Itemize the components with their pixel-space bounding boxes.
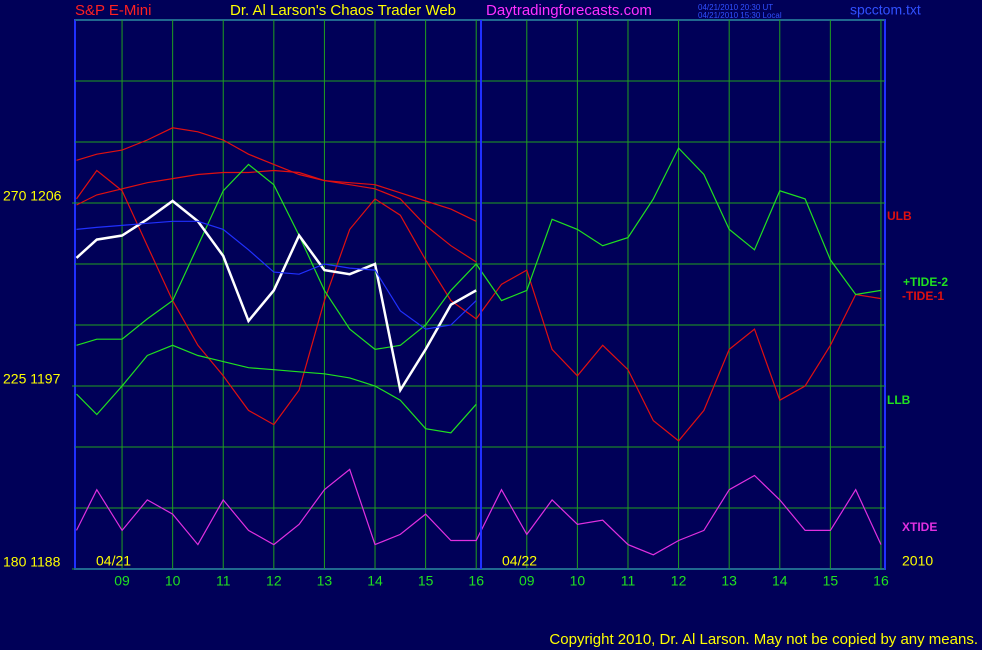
x-tick-label: 11 [216,573,231,589]
date-label: 04/22 [502,553,537,569]
series-line [76,147,882,351]
x-tick-label: 13 [721,573,737,589]
site: Daytradingforecasts.com [486,2,652,19]
x-tick-label: 09 [114,573,130,589]
instrument: S&P E-Mini [75,2,151,19]
x-tick-label: 16 [873,573,889,589]
series-line [76,127,477,222]
timestamp-local: 04/21/2010 15:30 Local [698,11,782,20]
series-label: +TIDE-2 [903,275,948,289]
series-label: LLB [887,393,911,407]
series-line [76,169,477,263]
y-tick-label: 225 1197 [3,371,61,387]
series-label: XTIDE [902,520,937,534]
x-tick-label: 12 [266,573,282,589]
x-tick-label: 14 [772,573,788,589]
x-tick-label: 10 [165,573,181,589]
series-line [76,220,477,330]
x-tick-label: 09 [519,573,535,589]
x-tick-label: 12 [671,573,687,589]
x-tick-label: 14 [367,573,383,589]
series-line [76,344,477,434]
x-tick-label: 11 [621,573,636,589]
y-tick-label: 180 1188 [3,554,61,570]
series-line [75,468,882,556]
date-label: 2010 [902,553,933,569]
y-tick-label: 270 1206 [3,188,62,204]
x-tick-label: 13 [317,573,333,589]
date-label: 04/21 [96,553,131,569]
series-label: -TIDE-1 [902,289,944,303]
x-tick-label: 10 [570,573,586,589]
x-tick-label: 15 [418,573,434,589]
timestamp-ut: 04/21/2010 20:30 UT [698,3,773,12]
file-name: spcctom.txt [850,2,921,18]
x-tick-label: 16 [468,573,484,589]
x-tick-label: 15 [823,573,839,589]
copyright: Copyright 2010, Dr. Al Larson. May not b… [549,631,978,648]
series-line [76,169,882,442]
series-line [75,199,477,394]
header-title: Dr. Al Larson's Chaos Trader Web [230,2,456,19]
series-label: ULB [887,209,912,223]
